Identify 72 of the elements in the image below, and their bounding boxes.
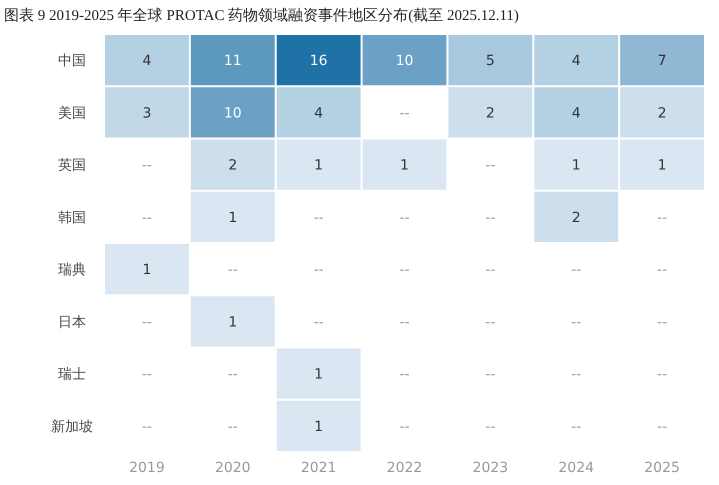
data-label: 1 — [142, 262, 152, 278]
data-label: 1 — [400, 158, 409, 174]
text: -- — [399, 418, 410, 435]
data-label: 2 — [658, 105, 667, 122]
text: -- — [142, 366, 152, 383]
text: -- — [142, 314, 152, 330]
x-tick-label: 2025 — [644, 460, 680, 476]
text: -- — [485, 262, 496, 278]
text: -- — [314, 262, 324, 278]
text: -- — [399, 366, 410, 383]
x-tick-label: 2019 — [129, 460, 165, 476]
data-label: 2 — [572, 210, 581, 226]
text: -- — [485, 210, 496, 226]
data-label: 1 — [658, 158, 667, 174]
data-label: 10 — [224, 105, 242, 122]
data-label: 4 — [572, 53, 581, 70]
data-label: 4 — [314, 105, 324, 122]
x-tick-label: 2020 — [214, 460, 251, 476]
data-label: 1 — [314, 366, 324, 383]
y-tick-label: 日本 — [58, 314, 86, 330]
text: -- — [228, 366, 238, 383]
text: -- — [399, 210, 410, 226]
text: -- — [571, 262, 582, 278]
data-label: 1 — [314, 418, 324, 435]
data-label: 2 — [228, 158, 238, 174]
data-label: 1 — [228, 210, 238, 226]
data-label: 7 — [658, 53, 667, 70]
text: -- — [399, 105, 410, 122]
text: -- — [571, 418, 582, 435]
y-tick-label: 美国 — [58, 105, 86, 122]
text: -- — [485, 158, 496, 174]
text: -- — [228, 262, 238, 278]
data-label: 1 — [572, 158, 581, 174]
text: -- — [142, 210, 152, 226]
y-tick-label: 瑞士 — [58, 366, 86, 383]
y-tick-label: 韩国 — [58, 210, 86, 226]
text: -- — [657, 314, 668, 330]
text: -- — [485, 418, 496, 435]
text: -- — [399, 262, 410, 278]
x-tick-label: 2022 — [386, 460, 422, 476]
y-tick-label: 瑞典 — [58, 262, 86, 278]
x-tick-label: 2024 — [558, 460, 594, 476]
text: -- — [228, 418, 238, 435]
y-tick-label: 新加坡 — [51, 418, 93, 435]
text: -- — [657, 210, 668, 226]
x-tick-label: 2021 — [300, 460, 336, 476]
text: -- — [657, 262, 668, 278]
data-label: 10 — [396, 53, 414, 70]
data-label: 16 — [310, 53, 328, 70]
y-tick-label: 中国 — [58, 53, 86, 70]
text: -- — [571, 366, 582, 383]
text: -- — [485, 366, 496, 383]
text: -- — [142, 418, 152, 435]
data-label: 4 — [142, 53, 152, 70]
data-label: 1 — [314, 158, 324, 174]
text: -- — [657, 366, 668, 383]
text: -- — [657, 418, 668, 435]
data-label: 4 — [572, 105, 581, 122]
text: -- — [571, 314, 582, 330]
data-label: 11 — [224, 53, 242, 70]
text: -- — [314, 210, 324, 226]
text: -- — [314, 314, 324, 330]
data-label: 1 — [228, 314, 238, 330]
y-tick-label: 英国 — [58, 158, 86, 174]
text: -- — [399, 314, 410, 330]
data-label: 3 — [142, 105, 152, 122]
chart-title: 图表 9 2019-2025 年全球 PROTAC 药物领域融资事件地区分布(截至 2025.12.11) — [4, 7, 519, 24]
text: -- — [485, 314, 496, 330]
x-tick-label: 2023 — [472, 460, 508, 476]
data-label: 2 — [486, 105, 495, 122]
text: -- — [142, 158, 152, 174]
data-label: 5 — [486, 53, 495, 70]
